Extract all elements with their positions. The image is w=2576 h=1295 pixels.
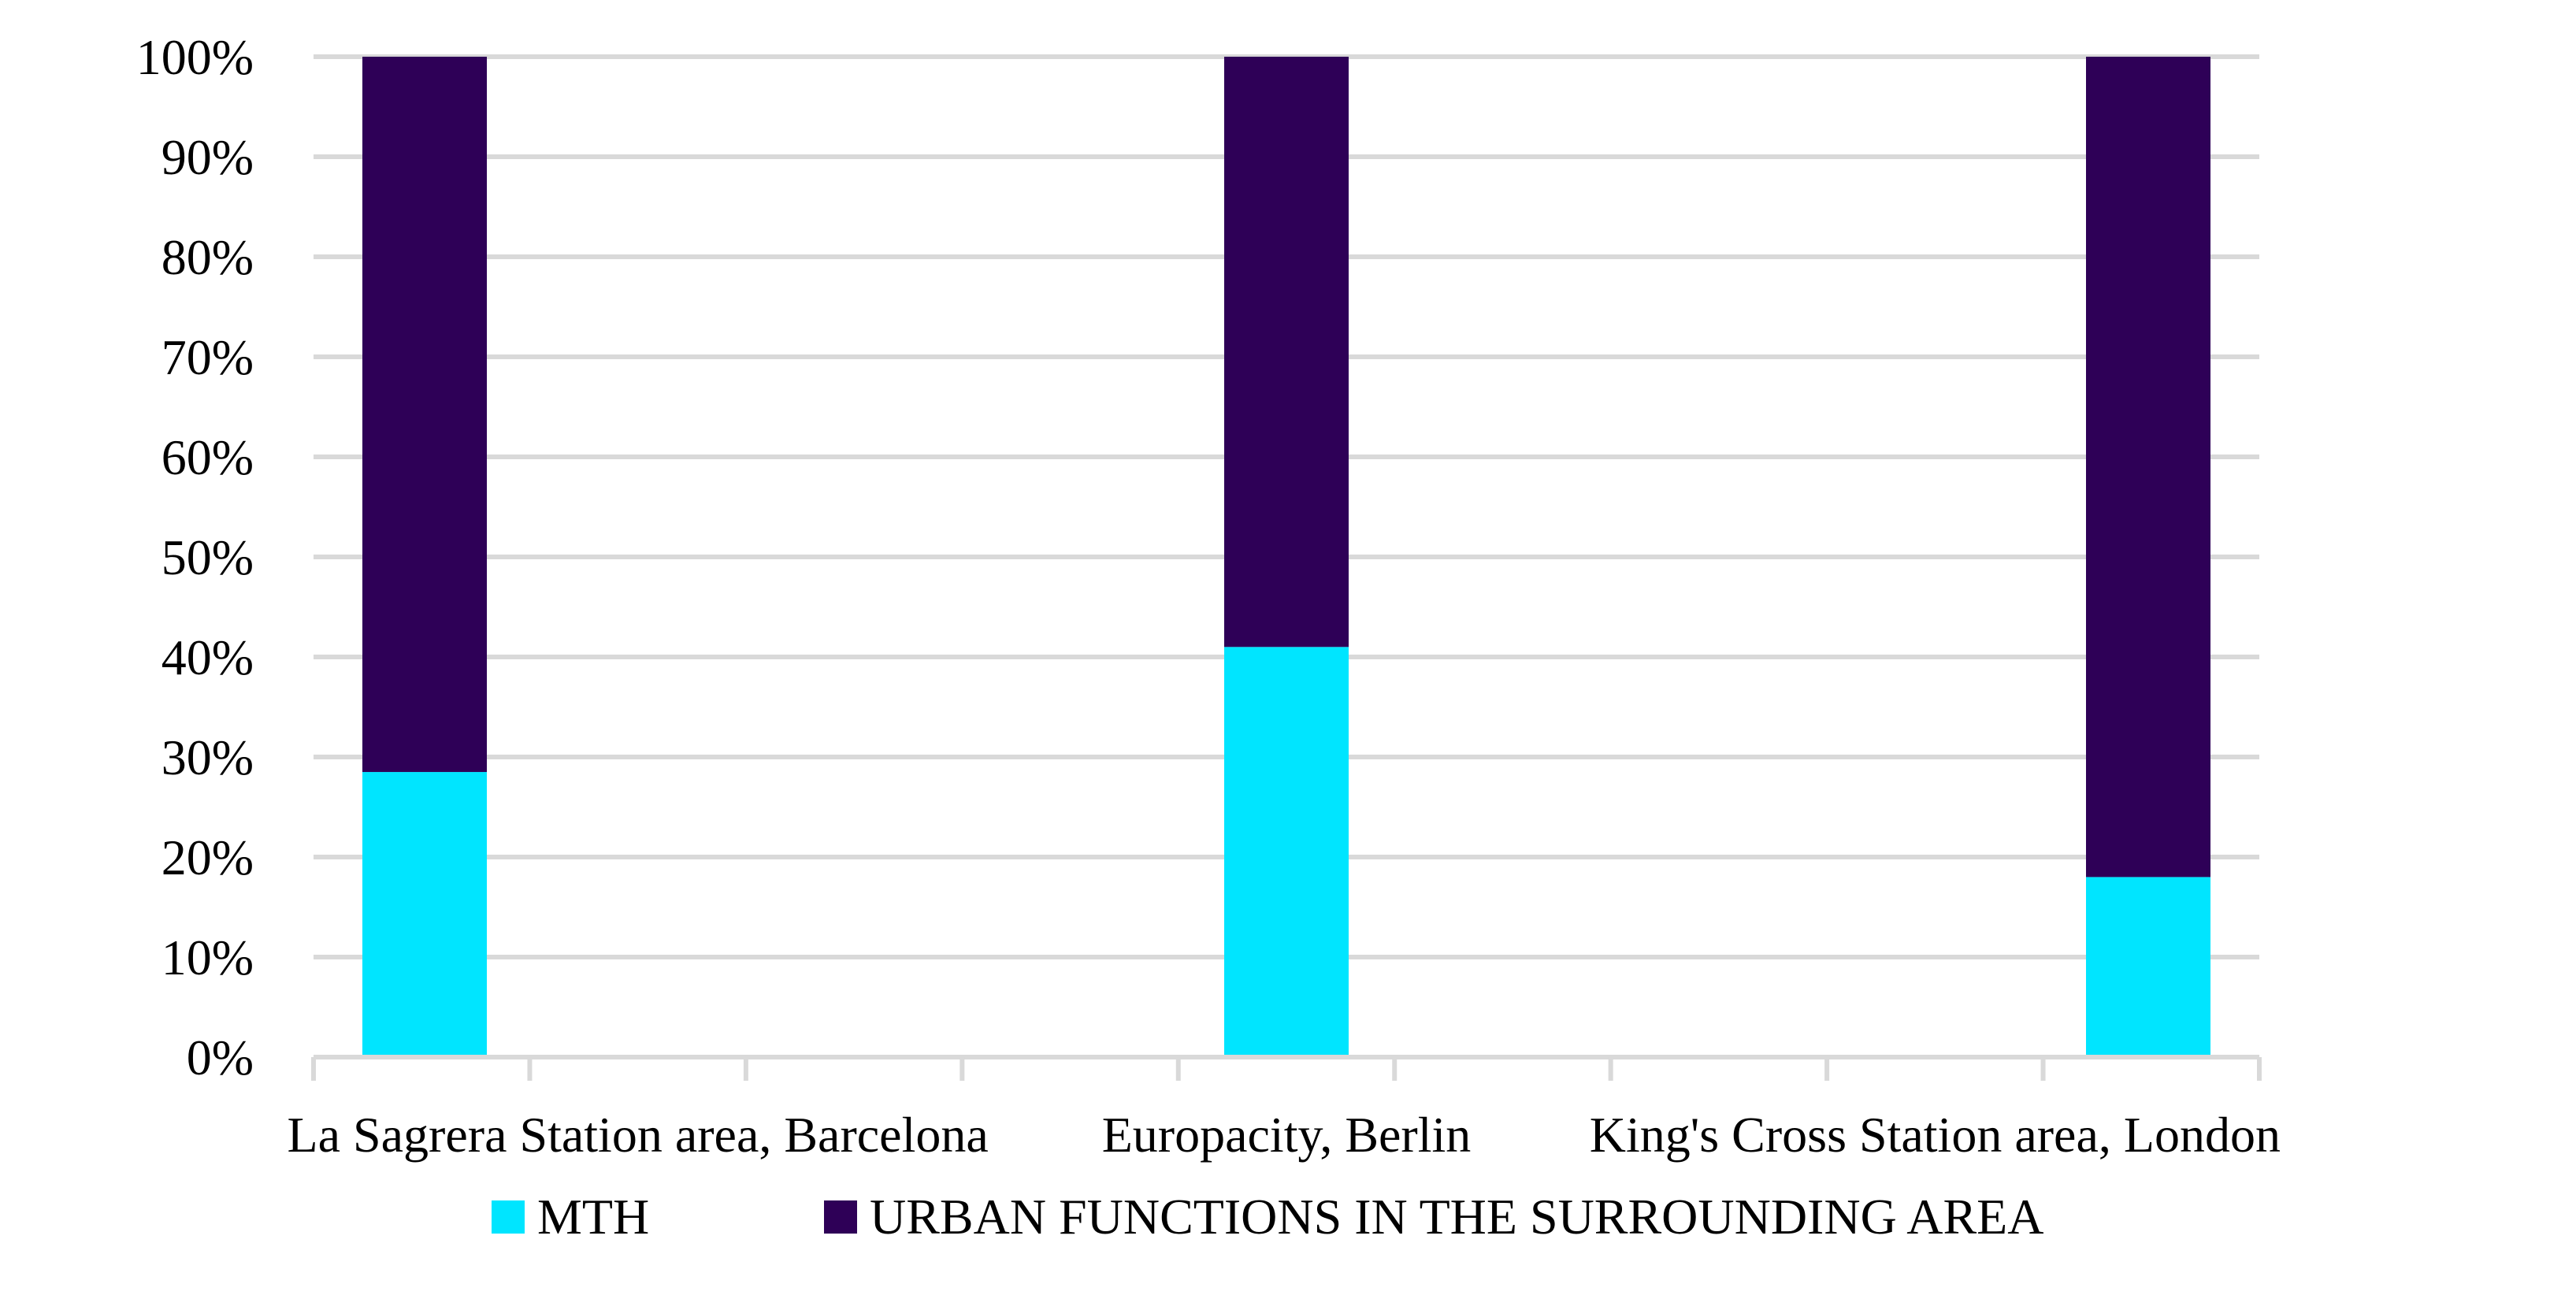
bar-segment-urban-functions-in-the-surrounding-area: [2086, 57, 2210, 878]
y-tick-label: 20%: [161, 829, 254, 885]
bar-segment-urban-functions-in-the-surrounding-area: [1224, 57, 1349, 648]
bar-segment-mth: [2086, 877, 2210, 1057]
legend-label: URBAN FUNCTIONS IN THE SURROUNDING AREA: [870, 1189, 2043, 1245]
category-label: La Sagrera Station area, Barcelona: [288, 1107, 989, 1163]
bar-segment-mth: [1224, 647, 1349, 1057]
legend-label: MTH: [537, 1189, 649, 1245]
y-tick-label: 10%: [161, 930, 254, 985]
y-axis-tick-labels: 0% 10% 20% 30% 40% 50% 60% 70% 80% 90% 100%: [136, 29, 254, 1085]
y-tick-label: 80%: [161, 229, 254, 285]
x-axis: [311, 1055, 2262, 1081]
category-label: King's Cross Station area, London: [1590, 1107, 2281, 1163]
bar-segment-mth: [362, 772, 487, 1057]
y-tick-label: 100%: [136, 29, 254, 85]
category-labels: La Sagrera Station area, Barcelona Europa…: [288, 1107, 2281, 1163]
y-tick-label: 0%: [187, 1030, 254, 1085]
y-tick-label: 60%: [161, 429, 254, 485]
y-tick-label: 30%: [161, 729, 254, 785]
legend-swatch: [824, 1200, 857, 1234]
category-label: Europacity, Berlin: [1102, 1107, 1472, 1163]
y-tick-label: 40%: [161, 629, 254, 685]
bars: [362, 57, 2210, 1057]
legend: MTH URBAN FUNCTIONS IN THE SURROUNDING AR…: [492, 1189, 2043, 1245]
bar-segment-urban-functions-in-the-surrounding-area: [362, 57, 487, 773]
legend-swatch: [492, 1200, 525, 1234]
y-tick-label: 70%: [161, 329, 254, 385]
y-tick-label: 90%: [161, 129, 254, 185]
y-tick-label: 50%: [161, 529, 254, 585]
